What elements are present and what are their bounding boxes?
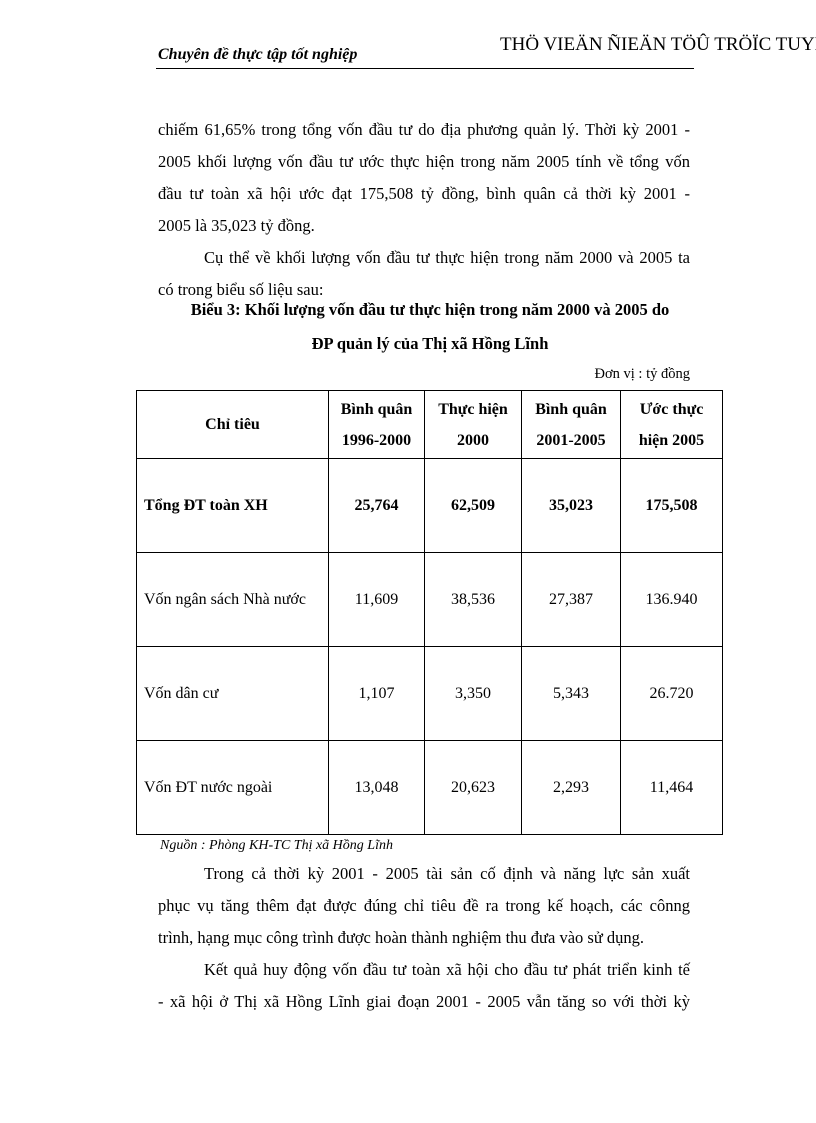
header-cell: Bình quân 1996-2000 [328, 390, 425, 459]
para2-line: có trong biểu số liệu sau: [158, 280, 324, 299]
cell: 20,623 [424, 740, 522, 835]
header-rule [156, 68, 694, 69]
unit-label: Đơn vị : tỷ đồng [594, 366, 690, 382]
cell: 136.940 [620, 552, 723, 647]
table-title: ĐP quản lý của Thị xã Hồng Lĩnh [311, 334, 549, 353]
table-row: Vốn ĐT nước ngoài 13,048 20,623 2,293 11… [136, 740, 723, 835]
row-label: Tổng ĐT toàn XH [136, 458, 329, 553]
header-cell: Ước thực hiện 2005 [620, 390, 723, 459]
para1-line: 2005 là 35,023 tỷ đồng. [158, 216, 315, 235]
header-title: Chuyên đề thực tập tốt nghiệp [158, 46, 358, 63]
row-label: Vốn ngân sách Nhà nước [136, 552, 329, 647]
cell: 38,536 [424, 552, 522, 647]
cell: 11,609 [328, 552, 425, 647]
header-cell: Thực hiện 2000 [424, 390, 522, 459]
investment-table: Chỉ tiêu Bình quân 1996-2000 Thực hiện 200… [136, 390, 723, 835]
para3-line: Trong cả thời kỳ 2001 - 2005 tài sản cố … [204, 864, 690, 883]
cell: 11,464 [620, 740, 723, 835]
row-label: Vốn ĐT nước ngoài [136, 740, 329, 835]
para3-line: phục vụ tăng thêm đạt được đúng chỉ tiêu… [158, 896, 690, 915]
table-title: Biểu 3: Khối lượng vốn đầu tư thực hiện … [190, 300, 670, 319]
para2-line: Cụ thể về khối lượng vốn đầu tư thực hiệ… [204, 248, 690, 267]
cell: 35,023 [521, 458, 621, 553]
cell: 5,343 [521, 646, 621, 741]
para3-line: trình, hạng mục công trình được hoàn thà… [158, 928, 645, 947]
table-row: Vốn dân cư 1,107 3,350 5,343 26.720 [136, 646, 723, 741]
cell: 62,509 [424, 458, 522, 553]
para1-line: 2005 khối lượng vốn đầu tư ước thực hiện… [158, 152, 690, 171]
header-cell: Bình quân 2001-2005 [521, 390, 621, 459]
header-cell: Chỉ tiêu [136, 390, 329, 459]
cell: 1,107 [328, 646, 425, 741]
cell: 13,048 [328, 740, 425, 835]
para1-line: chiếm 61,65% trong tổng vốn đầu tư do đị… [158, 120, 690, 139]
source-note: Nguồn : Phòng KH-TC Thị xã Hồng Lĩnh [160, 838, 393, 853]
para4-line: - xã hội ở Thị xã Hồng Lĩnh giai đoạn 20… [158, 992, 690, 1011]
header-watermark: THÖ VIEÄN ÑIEÄN TÖÛ TRÖÏC TUYEÁN [500, 34, 816, 55]
cell: 27,387 [521, 552, 621, 647]
row-label: Vốn dân cư [136, 646, 329, 741]
table-row: Tổng ĐT toàn XH 25,764 62,509 35,023 175… [136, 458, 723, 553]
cell: 25,764 [328, 458, 425, 553]
cell: 26.720 [620, 646, 723, 741]
cell: 175,508 [620, 458, 723, 553]
para1-line: đầu tư toàn xã hội ước đạt 175,508 tỷ đồ… [158, 184, 690, 203]
table-row: Vốn ngân sách Nhà nước 11,609 38,536 27,… [136, 552, 723, 647]
table-header-row: Chỉ tiêu Bình quân 1996-2000 Thực hiện 200… [136, 390, 723, 459]
para4-line: Kết quả huy động vốn đầu tư toàn xã hội … [204, 960, 690, 979]
cell: 3,350 [424, 646, 522, 741]
cell: 2,293 [521, 740, 621, 835]
